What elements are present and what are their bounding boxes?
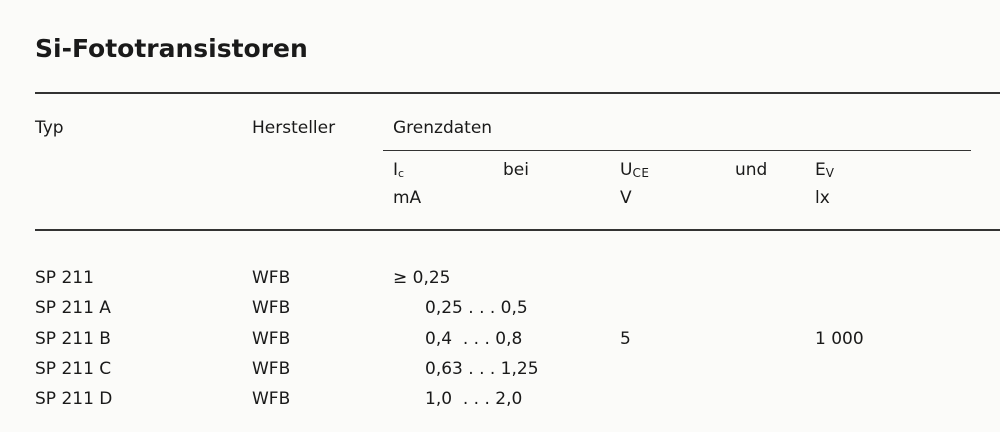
cell-hersteller: WFB — [252, 329, 291, 349]
header-grenzdaten: Grenzdaten — [393, 118, 493, 138]
header-ic: Ic — [393, 160, 405, 180]
header-hersteller: Hersteller — [252, 118, 336, 138]
header-uce: UCE — [620, 160, 650, 180]
cell-typ: SP 211 D — [35, 389, 113, 409]
header-uce-unit: V — [620, 188, 632, 208]
cell-uce: 5 — [620, 329, 631, 349]
header-ic-unit: mA — [393, 188, 422, 208]
cell-ic: 1,0 . . . 2,0 — [425, 389, 523, 409]
cell-typ: SP 211 A — [35, 298, 111, 318]
grenzdaten-rule — [383, 150, 971, 151]
top-rule — [35, 92, 1000, 94]
cell-ic: 0,4 . . . 0,8 — [425, 329, 523, 349]
cell-typ: SP 211 — [35, 268, 94, 288]
header-bei: bei — [503, 160, 529, 180]
cell-ic: 0,63 . . . 1,25 — [425, 359, 539, 379]
cell-ic: 0,25 . . . 0,5 — [425, 298, 528, 318]
cell-ic: ≥ 0,25 — [393, 268, 451, 288]
page-title: Si-Fototransistoren — [35, 34, 308, 63]
cell-hersteller: WFB — [252, 268, 291, 288]
cell-hersteller: WFB — [252, 298, 291, 318]
cell-hersteller: WFB — [252, 359, 291, 379]
cell-ev: 1 000 — [815, 329, 864, 349]
header-ev-unit: lx — [815, 188, 830, 208]
header-bottom-rule — [35, 229, 1000, 231]
header-ev: EV — [815, 160, 835, 180]
cell-typ: SP 211 B — [35, 329, 111, 349]
cell-hersteller: WFB — [252, 389, 291, 409]
cell-typ: SP 211 C — [35, 359, 112, 379]
header-und: und — [735, 160, 768, 180]
header-typ: Typ — [35, 118, 64, 138]
